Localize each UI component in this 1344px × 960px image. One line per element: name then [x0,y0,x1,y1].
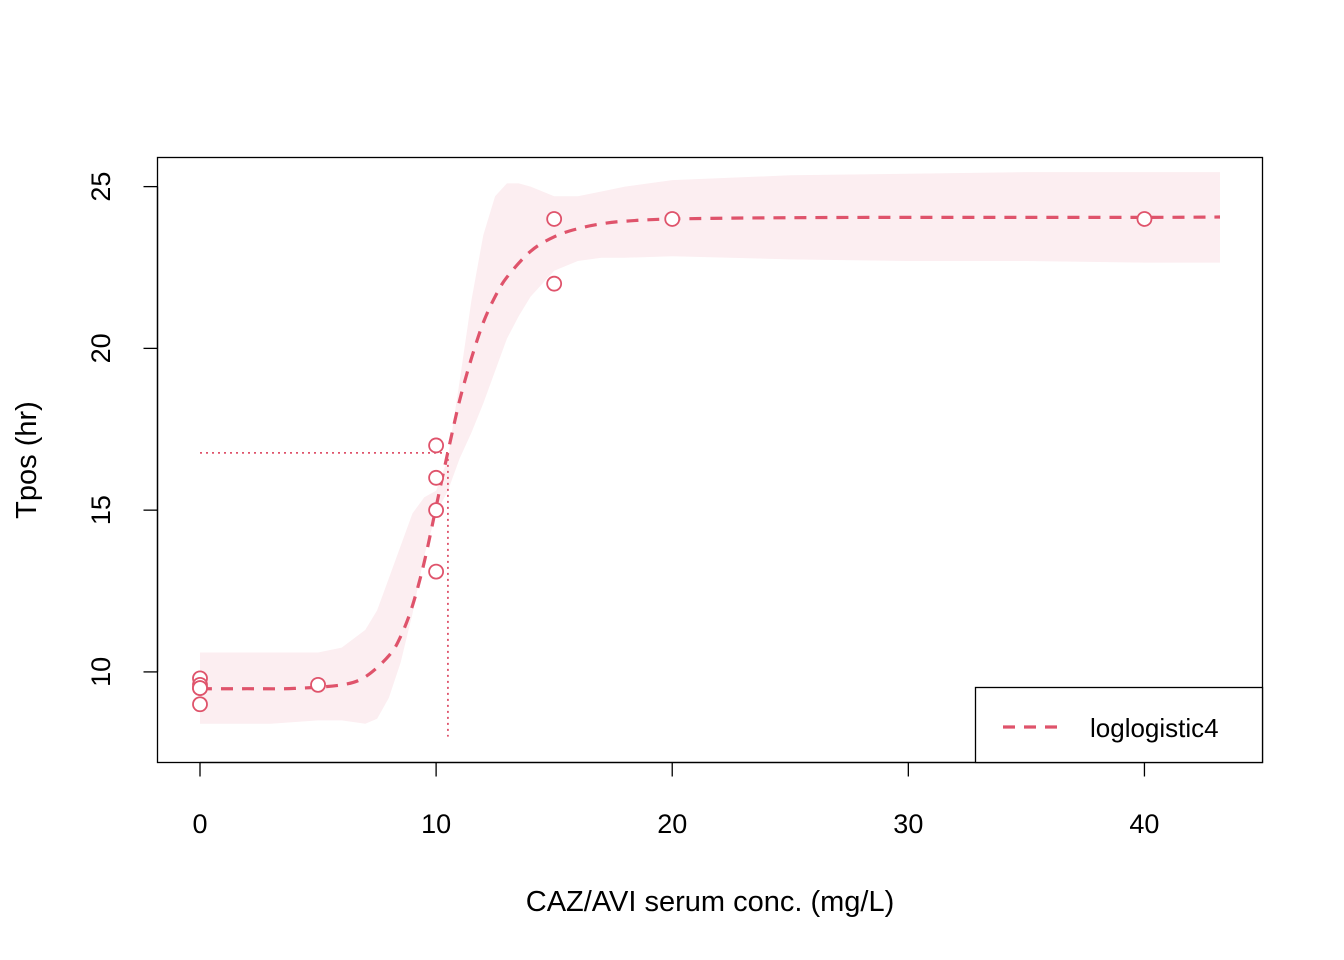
data-point [1136,211,1153,227]
data-point [428,469,445,486]
data-point [664,211,681,227]
data-point [192,680,208,696]
y-tick-label: 15 [86,495,116,525]
confidence-band-layer [200,172,1220,724]
data-point [546,275,563,292]
fitted-curve-loglogistic4 [199,215,1221,691]
fitted-curve-layer [199,215,1221,691]
data-points-layer [192,211,1153,713]
data-point [192,696,208,713]
x-tick-label: 30 [893,809,923,839]
confidence-band [200,172,1220,724]
data-point [546,211,563,227]
data-point [428,502,445,519]
data-point [428,437,445,454]
data-point [310,676,326,693]
x-tick-label: 0 [192,809,207,839]
y-tick-label: 25 [86,172,116,202]
y-axis: 10 15 20 25 [86,172,159,687]
x-axis: 0 10 20 30 40 [192,761,1159,839]
y-axis-label: Tpos (hr) [11,401,43,519]
x-tick-label: 20 [657,809,687,839]
data-point [428,563,445,580]
x-tick-label: 40 [1129,809,1159,839]
y-tick-label: 10 [86,657,116,687]
x-tick-label: 10 [421,809,451,839]
x-axis-label: CAZ/AVI serum conc. (mg/L) [526,886,895,918]
y-tick-label: 20 [86,333,116,363]
legend-box [974,686,1264,764]
legend-label-loglogistic4: loglogistic4 [1090,713,1219,743]
legend: loglogistic4 [974,686,1264,764]
